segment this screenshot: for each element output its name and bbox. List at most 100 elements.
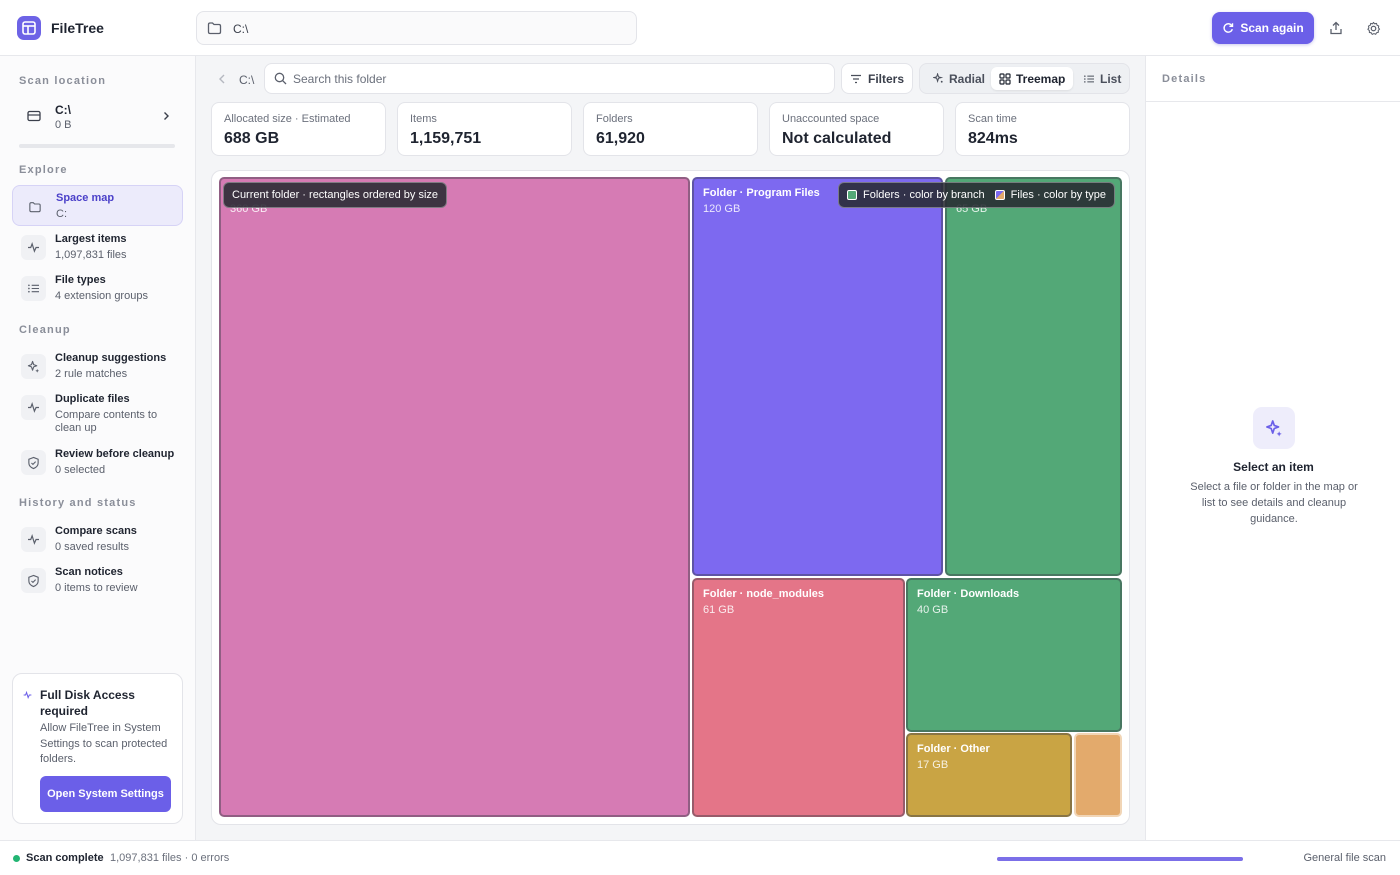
treemap-legend: Folders · color by branch Files · color … bbox=[838, 182, 1116, 208]
search-field[interactable] bbox=[264, 63, 835, 94]
treemap-tile-largest[interactable]: 360 GB bbox=[219, 177, 690, 817]
open-system-settings-button[interactable]: Open System Settings bbox=[40, 776, 171, 812]
details-panel: Details Select an item Select a file or … bbox=[1145, 56, 1400, 840]
tile-size: 61 GB bbox=[703, 604, 735, 616]
nav-space-map-label: Space map bbox=[56, 192, 115, 204]
drive-size: 0 B bbox=[55, 119, 72, 131]
app-logo-icon bbox=[17, 16, 41, 40]
explore-heading: Explore bbox=[19, 164, 68, 176]
pulse-icon bbox=[23, 688, 32, 702]
settings-gear-icon[interactable] bbox=[1363, 18, 1383, 38]
treemap-tile-node-modules[interactable]: Folder · node_modules 61 GB bbox=[692, 578, 905, 817]
nav-duplicate-files-label: Duplicate files bbox=[55, 393, 130, 405]
full-disk-access-card: Full Disk Access required Allow FileTree… bbox=[12, 673, 183, 824]
tile-name: Folder · Program Files bbox=[703, 187, 820, 199]
drive-usage-bar bbox=[19, 144, 175, 148]
status-state: Scan complete bbox=[26, 852, 104, 864]
list-icon bbox=[1084, 74, 1094, 83]
stat-items: Items 1,159,751 bbox=[397, 102, 572, 156]
nav-duplicate-files-sub: Compare contents to clean up bbox=[55, 409, 158, 434]
status-dot bbox=[13, 855, 20, 862]
nav-space-map-sub: C: bbox=[56, 208, 67, 220]
nav-file-types[interactable]: File types 4 extension groups bbox=[12, 268, 183, 309]
stat-value: 688 GB bbox=[224, 130, 280, 147]
nav-duplicate-files[interactable]: Duplicate files Compare contents to clea… bbox=[12, 387, 183, 439]
stat-label: Allocated size · Estimated bbox=[224, 113, 351, 125]
shield-icon bbox=[21, 568, 46, 593]
stat-value: 61,920 bbox=[596, 130, 645, 147]
scan-progress-fill bbox=[997, 857, 1243, 861]
treemap-tile-other[interactable]: Folder · Other 17 GB bbox=[906, 733, 1072, 817]
search-input[interactable] bbox=[293, 69, 813, 88]
scan-progress-bar bbox=[997, 857, 1243, 861]
scan-mode: General file scan bbox=[1303, 852, 1386, 864]
tile-size: 17 GB bbox=[917, 759, 949, 771]
sidebar: Scan location C:\ 0 B Explore Space map … bbox=[0, 56, 196, 840]
drive-icon bbox=[27, 110, 41, 125]
nav-file-types-label: File types bbox=[55, 274, 106, 286]
folder-icon bbox=[207, 21, 222, 38]
nav-cleanup-suggestions[interactable]: Cleanup suggestions 2 rule matches bbox=[12, 346, 183, 387]
nav-compare-scans-sub: 0 saved results bbox=[55, 541, 129, 553]
nav-compare-scans[interactable]: Compare scans 0 saved results bbox=[12, 519, 183, 560]
radial-sparkle-icon bbox=[933, 73, 944, 83]
refresh-icon bbox=[1223, 23, 1234, 33]
treemap-tile-downloads[interactable]: Folder · Downloads 40 GB bbox=[906, 578, 1122, 732]
breadcrumb[interactable]: C:\ bbox=[239, 73, 255, 87]
folders-swatch bbox=[847, 190, 857, 200]
pulse-icon bbox=[21, 395, 46, 420]
view-radial-label: Radial bbox=[949, 71, 986, 86]
stat-value: 1,159,751 bbox=[410, 130, 482, 147]
nav-cleanup-suggestions-sub: 2 rule matches bbox=[55, 368, 128, 380]
app-title: FileTree bbox=[51, 20, 104, 36]
stat-value: 824ms bbox=[968, 130, 1018, 147]
tile-size: 40 GB bbox=[917, 604, 949, 616]
cleanup-heading: Cleanup bbox=[19, 324, 71, 336]
nav-review-before-cleanup-label: Review before cleanup bbox=[55, 448, 175, 460]
divider bbox=[1146, 101, 1400, 102]
access-card-body: Allow FileTree in System Settings to sca… bbox=[40, 722, 168, 765]
path-field[interactable]: C:\ bbox=[196, 11, 637, 45]
nav-review-before-cleanup[interactable]: Review before cleanup 0 selected bbox=[12, 442, 183, 483]
access-card-title: Full Disk Access required bbox=[40, 688, 135, 718]
legend-files-text: Files · color by type bbox=[1010, 189, 1107, 201]
nav-largest-items-sub: 1,097,831 files bbox=[55, 249, 127, 261]
view-radial-tab[interactable]: Radial bbox=[925, 67, 993, 90]
pulse-icon bbox=[21, 235, 46, 260]
files-swatch bbox=[994, 190, 1005, 200]
scan-again-button[interactable]: Scan again bbox=[1212, 12, 1314, 44]
view-list-tab[interactable]: List bbox=[1075, 67, 1129, 90]
stat-scan-time: Scan time 824ms bbox=[955, 102, 1130, 156]
view-treemap-tab[interactable]: Treemap bbox=[991, 67, 1074, 90]
treemap-hint-badge: Current folder · rectangles ordered by s… bbox=[223, 182, 448, 208]
scan-again-label: Scan again bbox=[1240, 21, 1304, 35]
nav-compare-scans-label: Compare scans bbox=[55, 525, 137, 537]
treemap-tile-65gb[interactable]: 65 GB bbox=[945, 177, 1122, 576]
tile-size: 120 GB bbox=[703, 203, 741, 215]
sparkle-icon bbox=[1253, 407, 1295, 449]
history-heading: History and status bbox=[19, 497, 137, 509]
back-arrow-icon[interactable] bbox=[217, 72, 227, 89]
treemap-tile-program-files[interactable]: Folder · Program Files 120 GB bbox=[692, 177, 943, 576]
nav-largest-items[interactable]: Largest items 1,097,831 files bbox=[12, 227, 183, 268]
sparkle-icon bbox=[21, 354, 46, 379]
tile-name: Folder · node_modules bbox=[703, 588, 825, 600]
scan-location-drive[interactable]: C:\ 0 B bbox=[19, 101, 179, 133]
nav-scan-notices-sub: 0 items to review bbox=[55, 582, 138, 594]
chevron-right-icon bbox=[161, 110, 171, 125]
folder-icon bbox=[22, 194, 47, 219]
nav-largest-items-label: Largest items bbox=[55, 233, 127, 245]
filters-button[interactable]: Filters bbox=[841, 63, 913, 94]
stat-folders: Folders 61,920 bbox=[583, 102, 758, 156]
export-icon[interactable] bbox=[1326, 18, 1346, 38]
search-icon bbox=[274, 72, 287, 88]
stat-unaccounted-space: Unaccounted space Not calculated bbox=[769, 102, 944, 156]
filter-icon bbox=[850, 74, 861, 83]
drive-name: C:\ bbox=[55, 103, 71, 117]
treemap-tile-small[interactable] bbox=[1074, 733, 1122, 817]
nav-space-map[interactable]: Space map C: bbox=[12, 185, 183, 226]
top-bar: FileTree C:\ Scan again bbox=[0, 0, 1400, 56]
list-icon bbox=[21, 276, 46, 301]
nav-scan-notices[interactable]: Scan notices 0 items to review bbox=[12, 560, 183, 601]
empty-state-title: Select an item bbox=[1233, 460, 1314, 474]
